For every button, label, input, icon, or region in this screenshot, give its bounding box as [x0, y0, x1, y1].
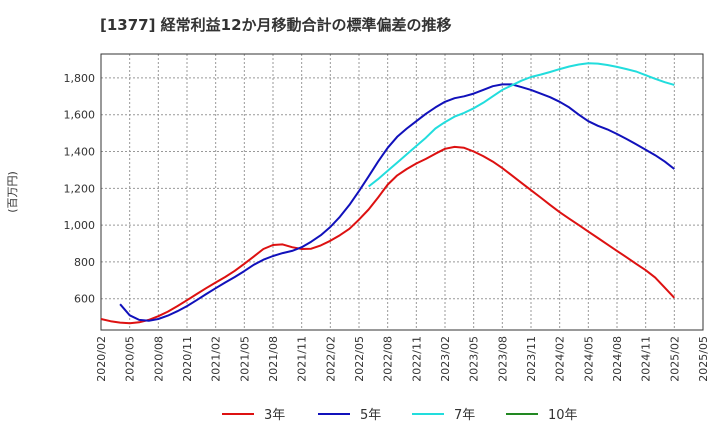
x-tick-label: 2020/08	[152, 336, 165, 382]
series-line	[100, 145, 676, 325]
x-tick-label: 2024/02	[554, 336, 567, 382]
legend-label: 7年	[454, 408, 475, 423]
grid-layer	[101, 54, 703, 330]
y-axis-label: (百万円)	[6, 171, 19, 213]
x-tick-label: 2021/05	[238, 336, 251, 382]
y-tick-label: 1,000	[64, 219, 96, 232]
x-tick-label: 2020/02	[95, 336, 108, 382]
legend-label: 3年	[264, 408, 285, 423]
y-tick-label: 1,400	[64, 146, 96, 159]
x-tick-label: 2021/08	[267, 336, 280, 382]
y-tick-label: 800	[74, 256, 95, 269]
x-tick-label: 2022/08	[382, 336, 395, 382]
x-tick-label: 2025/02	[668, 336, 681, 382]
plot-frame	[100, 53, 704, 331]
y-tick-label: 1,600	[64, 109, 96, 122]
legend-label: 5年	[360, 408, 381, 423]
x-tick-label: 2023/02	[439, 336, 452, 382]
x-tick-label: 2024/05	[582, 336, 595, 382]
x-tick-label: 2020/05	[124, 336, 137, 382]
legend-label: 10年	[548, 408, 578, 423]
chart-title: [1377] 経常利益12か月移動合計の標準偏差の推移	[100, 16, 452, 34]
y-tick-labels: 600 800 1,000 1,200 1,400 1,600 1,800	[64, 72, 96, 306]
series-line	[367, 62, 675, 188]
x-tick-label: 2024/08	[611, 336, 624, 382]
series-layer	[100, 62, 676, 325]
x-tick-label: 2020/11	[181, 336, 194, 382]
x-tick-label: 2022/02	[324, 336, 337, 382]
x-tick-label: 2021/02	[210, 336, 223, 382]
legend: 3年 5年 7年 10年	[222, 408, 578, 423]
x-tick-label: 2021/11	[296, 336, 309, 382]
x-tick-label: 2023/11	[525, 336, 538, 382]
x-tick-label: 2023/05	[468, 336, 481, 382]
series-line	[119, 83, 675, 322]
y-tick-label: 1,800	[64, 72, 96, 85]
x-tick-label: 2022/11	[410, 336, 423, 382]
x-tick-label: 2025/05	[697, 336, 710, 382]
x-tick-labels: 2020/02 2020/05 2020/08 2020/11 2021/02 2021/…	[95, 336, 710, 382]
y-tick-label: 600	[74, 293, 95, 306]
x-tick-label: 2023/08	[496, 336, 509, 382]
x-tick-label: 2022/05	[353, 336, 366, 382]
y-tick-label: 1,200	[64, 182, 96, 195]
x-tick-label: 2024/11	[640, 336, 653, 382]
